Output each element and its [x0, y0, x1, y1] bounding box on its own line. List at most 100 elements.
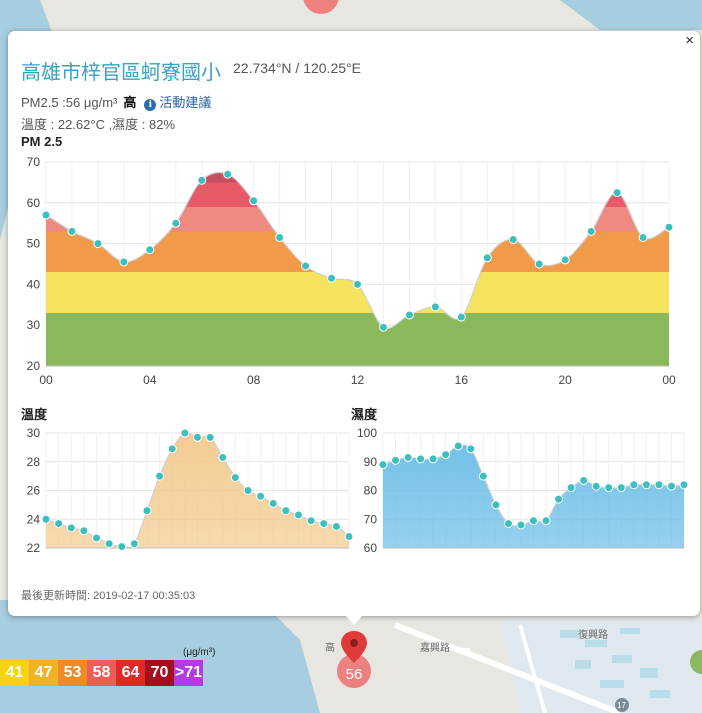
data-point	[180, 428, 190, 438]
data-point	[604, 483, 614, 493]
data-point	[453, 441, 463, 451]
data-point	[391, 455, 401, 465]
data-point	[554, 494, 564, 504]
x-tick-label: 04	[143, 373, 157, 387]
data-point	[167, 444, 177, 454]
data-point	[92, 533, 101, 543]
hum-chart-label: 濕度	[351, 407, 378, 422]
data-point	[403, 452, 413, 462]
data-point	[145, 245, 155, 255]
y-tick-label: 50	[27, 237, 41, 251]
y-tick-label: 60	[27, 196, 41, 210]
x-tick-label: 16	[455, 373, 469, 387]
data-point	[482, 253, 492, 263]
data-point	[344, 532, 353, 541]
data-point	[579, 475, 589, 485]
data-point	[591, 481, 601, 491]
data-point	[243, 486, 253, 495]
map-road-label: 復興路	[578, 628, 608, 641]
data-point	[466, 444, 476, 454]
data-point	[79, 526, 89, 536]
temperature-chart: 22 24 26 28 30	[27, 426, 353, 555]
station-popup: × 高雄市梓官區蚵寮國小 22.734°N / 120.25°E PM2.5 :…	[8, 31, 700, 616]
humidity-chart: 60 70 80 90 100	[357, 426, 688, 555]
last-updated: 最後更新時間: 2019-02-17 00:35:03	[21, 590, 196, 602]
x-tick-label: 20	[558, 373, 572, 387]
marker-value: 56	[346, 666, 363, 683]
station-coordinates: 22.734°N / 120.25°E	[233, 60, 361, 76]
legend-item: 47	[29, 660, 58, 686]
data-point	[319, 519, 329, 529]
legend-item: 64	[116, 660, 145, 686]
data-point	[428, 454, 438, 464]
data-point	[679, 480, 688, 490]
data-point	[456, 312, 466, 322]
pm-chart-label: PM 2.5	[21, 134, 63, 149]
pm-summary: PM2.5 :56 μg/m³ 高 i 活動建議	[21, 92, 211, 111]
info-icon[interactable]: i	[144, 99, 157, 111]
legend-item: 41	[0, 660, 29, 686]
y-tick-label: 40	[27, 277, 41, 291]
data-point	[566, 483, 576, 493]
y-tick-label: 70	[27, 155, 41, 169]
data-point	[654, 480, 664, 490]
temp-chart-label: 溫度	[21, 407, 48, 422]
y-tick-label: 30	[27, 426, 41, 440]
data-point	[353, 279, 362, 289]
data-point	[93, 239, 103, 249]
station-marker-top[interactable]	[303, 0, 339, 14]
data-point	[294, 510, 303, 520]
data-area	[46, 432, 349, 548]
x-tick-label: 00	[662, 373, 676, 387]
data-point	[223, 169, 233, 179]
data-point	[41, 514, 51, 524]
data-point	[503, 519, 513, 529]
station-marker-right[interactable]	[690, 650, 702, 674]
data-point	[629, 480, 639, 490]
data-point	[560, 255, 570, 265]
legend-item: >71	[174, 660, 203, 686]
station-marker[interactable]: 56	[336, 629, 372, 689]
data-point	[327, 273, 337, 283]
data-point	[129, 539, 139, 549]
data-point	[119, 257, 129, 267]
data-point	[104, 539, 114, 549]
data-point	[306, 516, 316, 526]
popup-pointer	[345, 615, 363, 625]
data-point	[41, 210, 51, 220]
data-point	[664, 222, 674, 232]
route-number: 17	[617, 701, 626, 710]
pm-value-text: PM2.5 :56 μg/m³	[21, 95, 118, 110]
y-tick-label: 22	[27, 541, 41, 555]
data-point	[516, 520, 526, 530]
data-point	[67, 226, 77, 236]
data-point	[171, 218, 181, 228]
data-point	[378, 460, 388, 470]
data-point	[616, 483, 626, 493]
data-point	[612, 188, 622, 198]
data-point	[249, 196, 259, 206]
y-tick-label: 70	[364, 512, 378, 526]
legend-item: 58	[87, 660, 116, 686]
data-point	[541, 516, 551, 526]
data-point	[197, 175, 207, 185]
activity-advice-link[interactable]: 活動建議	[159, 95, 212, 110]
y-tick-label: 26	[27, 484, 41, 498]
x-tick-label: 08	[247, 373, 261, 387]
y-tick-label: 60	[364, 541, 378, 555]
map-poi-label: 高	[325, 641, 335, 654]
close-icon[interactable]: ×	[685, 32, 694, 49]
data-point	[491, 500, 501, 510]
x-tick-label: 00	[39, 373, 53, 387]
data-point	[218, 452, 228, 462]
y-tick-label: 28	[27, 455, 41, 469]
data-point	[534, 259, 544, 269]
station-title[interactable]: 高雄市梓官區蚵寮國小	[21, 62, 221, 84]
data-point	[268, 498, 278, 508]
y-tick-label: 100	[357, 426, 377, 440]
y-tick-label: 20	[27, 359, 41, 373]
data-point	[641, 480, 651, 490]
temp-humidity-summary: 溫度 : 22.62°C ,濕度 : 82%	[21, 117, 176, 132]
y-tick-label: 90	[364, 455, 378, 469]
